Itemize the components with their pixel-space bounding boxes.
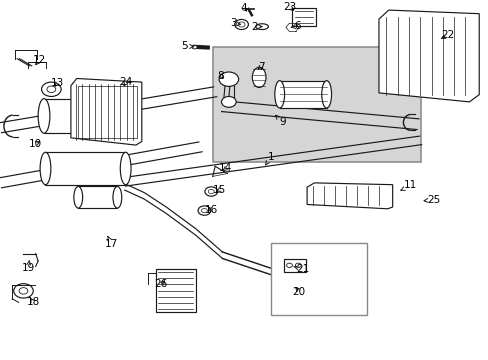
Text: 1: 1 [265, 152, 274, 165]
Bar [44, 99, 127, 133]
Text: 2: 2 [250, 22, 262, 32]
Circle shape [192, 45, 197, 49]
Text: 22: 22 [440, 30, 453, 40]
Circle shape [204, 187, 217, 196]
Text: 4: 4 [240, 3, 246, 13]
Polygon shape [378, 10, 478, 102]
Ellipse shape [74, 186, 82, 208]
Ellipse shape [40, 152, 51, 185]
Circle shape [219, 72, 238, 86]
Ellipse shape [274, 81, 284, 108]
Text: 12: 12 [32, 55, 46, 66]
Text: 26: 26 [154, 279, 168, 289]
Text: 15: 15 [212, 185, 225, 195]
Text: 21: 21 [293, 264, 309, 274]
Text: 5: 5 [181, 41, 194, 51]
Polygon shape [306, 183, 392, 209]
Text: 8: 8 [217, 71, 224, 81]
Bar [155, 269, 195, 312]
Text: 3: 3 [229, 18, 240, 28]
Ellipse shape [321, 81, 331, 108]
Text: 10: 10 [29, 139, 41, 149]
Bar [292, 8, 315, 26]
Bar [78, 86, 137, 138]
Circle shape [221, 96, 236, 107]
Text: 23: 23 [282, 2, 296, 12]
Ellipse shape [121, 99, 133, 133]
Text: 24: 24 [119, 77, 133, 87]
Ellipse shape [255, 24, 268, 30]
Text: 18: 18 [26, 297, 40, 307]
Bar [279, 81, 326, 108]
Bar [212, 47, 420, 162]
Bar [271, 243, 366, 315]
Text: 11: 11 [400, 180, 417, 190]
Text: 19: 19 [21, 260, 35, 273]
Text: 13: 13 [51, 78, 64, 88]
Ellipse shape [38, 99, 50, 133]
Bar [283, 259, 305, 272]
Bar [78, 186, 117, 208]
Text: 25: 25 [423, 195, 440, 205]
Circle shape [14, 284, 33, 298]
Ellipse shape [120, 152, 131, 185]
Text: 6: 6 [290, 21, 300, 31]
Text: 20: 20 [292, 287, 305, 297]
Polygon shape [71, 78, 142, 145]
Text: 7: 7 [257, 62, 264, 72]
Text: 16: 16 [204, 204, 218, 215]
Ellipse shape [252, 67, 265, 87]
Bar [45, 152, 125, 185]
Circle shape [41, 82, 61, 96]
Text: 17: 17 [104, 236, 118, 249]
Circle shape [198, 206, 210, 215]
Text: 14: 14 [219, 163, 232, 174]
Text: 9: 9 [275, 115, 285, 127]
Ellipse shape [113, 186, 122, 208]
